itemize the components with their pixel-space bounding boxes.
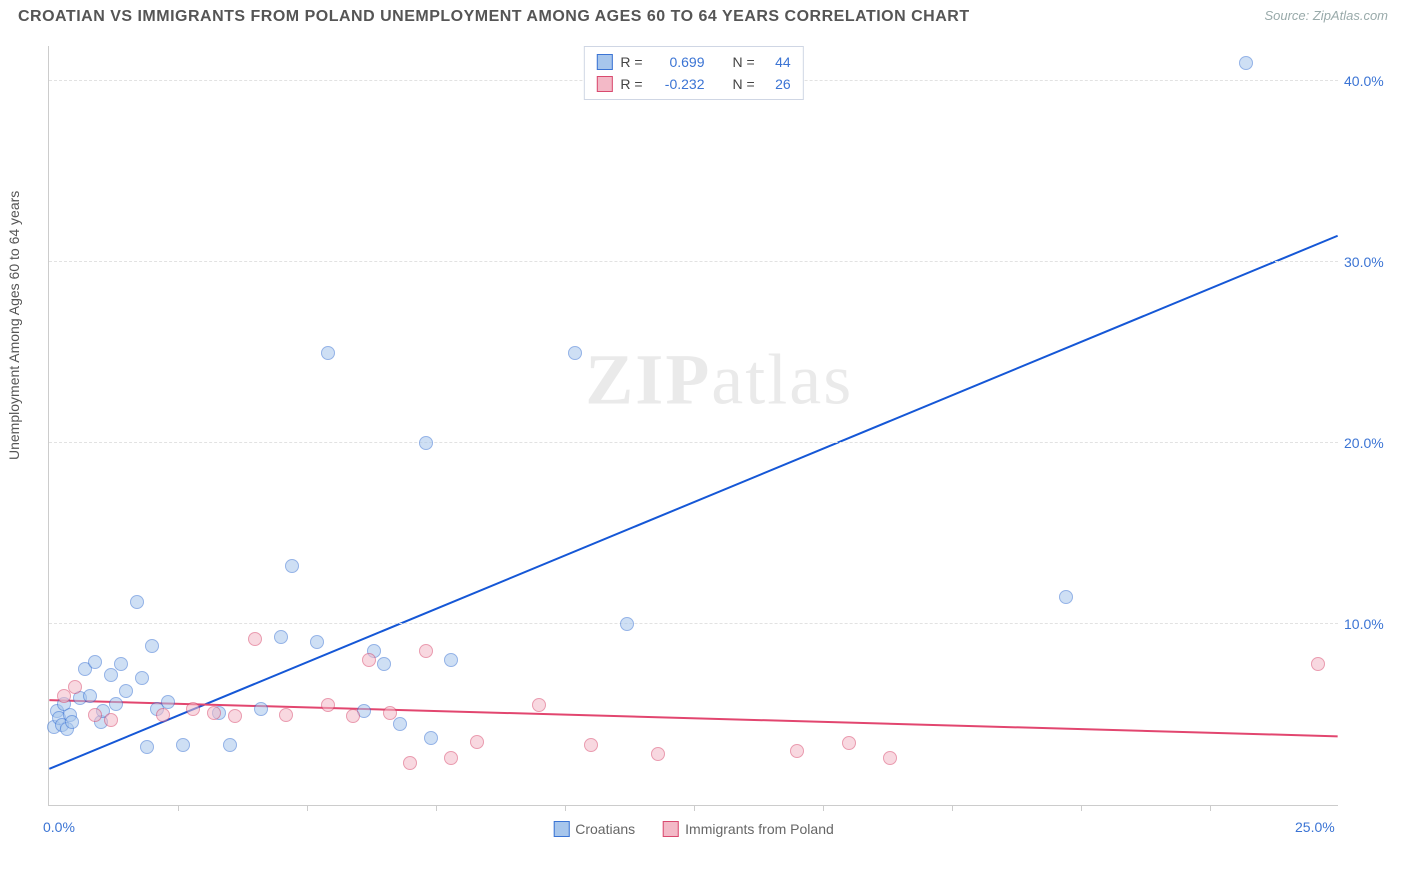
legend-swatch	[596, 76, 612, 92]
scatter-point	[207, 706, 221, 720]
scatter-point	[130, 595, 144, 609]
x-axis-end-label: 25.0%	[1295, 819, 1335, 835]
scatter-point	[842, 736, 856, 750]
legend-swatch	[596, 54, 612, 70]
scatter-point	[1311, 657, 1325, 671]
scatter-point	[104, 713, 118, 727]
stat-n-value: 26	[763, 73, 791, 95]
scatter-point	[424, 731, 438, 745]
chart-container: Unemployment Among Ages 60 to 64 years Z…	[0, 40, 1406, 850]
scatter-point	[109, 697, 123, 711]
stat-n-label: N =	[733, 73, 755, 95]
stat-r-label: R =	[620, 51, 642, 73]
scatter-point	[403, 756, 417, 770]
scatter-point	[321, 346, 335, 360]
x-axis-end-label: 0.0%	[43, 819, 75, 835]
scatter-point	[114, 657, 128, 671]
scatter-point	[790, 744, 804, 758]
x-tick	[1081, 805, 1082, 811]
y-tick-label: 40.0%	[1344, 73, 1396, 89]
gridline	[49, 261, 1338, 262]
scatter-point	[119, 684, 133, 698]
scatter-point	[279, 708, 293, 722]
legend-swatch	[663, 821, 679, 837]
x-tick	[1210, 805, 1211, 811]
scatter-point	[321, 698, 335, 712]
stat-n-label: N =	[733, 51, 755, 73]
scatter-point	[228, 709, 242, 723]
stats-row: R = -0.232 N = 26	[596, 73, 790, 95]
scatter-point	[1239, 56, 1253, 70]
scatter-point	[83, 689, 97, 703]
stat-n-value: 44	[763, 51, 791, 73]
scatter-point	[584, 738, 598, 752]
scatter-point	[383, 706, 397, 720]
scatter-point	[310, 635, 324, 649]
scatter-point	[104, 668, 118, 682]
x-tick	[565, 805, 566, 811]
scatter-point	[651, 747, 665, 761]
gridline	[49, 623, 1338, 624]
scatter-point	[145, 639, 159, 653]
legend-item: Immigrants from Poland	[663, 821, 834, 837]
gridline	[49, 442, 1338, 443]
scatter-point	[156, 708, 170, 722]
scatter-point	[346, 709, 360, 723]
y-tick-label: 10.0%	[1344, 616, 1396, 632]
stat-r-value: -0.232	[651, 73, 705, 95]
trend-line	[49, 700, 1337, 736]
scatter-point	[444, 751, 458, 765]
scatter-point	[377, 657, 391, 671]
scatter-point	[568, 346, 582, 360]
scatter-point	[532, 698, 546, 712]
x-tick	[307, 805, 308, 811]
legend-item: Croatians	[553, 821, 635, 837]
y-tick-label: 20.0%	[1344, 435, 1396, 451]
scatter-point	[883, 751, 897, 765]
scatter-point	[140, 740, 154, 754]
stat-r-value: 0.699	[651, 51, 705, 73]
y-tick-label: 30.0%	[1344, 254, 1396, 270]
scatter-point	[1059, 590, 1073, 604]
scatter-point	[274, 630, 288, 644]
x-tick	[823, 805, 824, 811]
scatter-point	[254, 702, 268, 716]
legend-label: Immigrants from Poland	[685, 821, 834, 837]
stats-box: R = 0.699 N = 44 R = -0.232 N = 26	[583, 46, 803, 100]
scatter-point	[248, 632, 262, 646]
trend-lines-svg	[49, 46, 1338, 805]
scatter-point	[362, 653, 376, 667]
scatter-point	[470, 735, 484, 749]
y-axis-label: Unemployment Among Ages 60 to 64 years	[6, 191, 22, 460]
legend-label: Croatians	[575, 821, 635, 837]
stats-row: R = 0.699 N = 44	[596, 51, 790, 73]
scatter-point	[135, 671, 149, 685]
x-tick	[952, 805, 953, 811]
x-tick	[178, 805, 179, 811]
scatter-point	[186, 702, 200, 716]
scatter-point	[620, 617, 634, 631]
legend-swatch	[553, 821, 569, 837]
scatter-point	[68, 680, 82, 694]
x-tick	[694, 805, 695, 811]
stat-r-label: R =	[620, 73, 642, 95]
scatter-point	[223, 738, 237, 752]
scatter-point	[88, 655, 102, 669]
scatter-point	[65, 715, 79, 729]
bottom-legend: Croatians Immigrants from Poland	[553, 821, 834, 837]
scatter-point	[285, 559, 299, 573]
scatter-point	[419, 436, 433, 450]
x-tick	[436, 805, 437, 811]
scatter-point	[393, 717, 407, 731]
scatter-point	[419, 644, 433, 658]
chart-title: CROATIAN VS IMMIGRANTS FROM POLAND UNEMP…	[18, 8, 970, 26]
scatter-point	[444, 653, 458, 667]
plot-area: ZIPatlas 10.0%20.0%30.0%40.0%0.0%25.0%R …	[48, 46, 1338, 806]
scatter-point	[176, 738, 190, 752]
source-attribution: Source: ZipAtlas.com	[1264, 8, 1388, 23]
trend-line	[49, 236, 1337, 769]
scatter-point	[88, 708, 102, 722]
